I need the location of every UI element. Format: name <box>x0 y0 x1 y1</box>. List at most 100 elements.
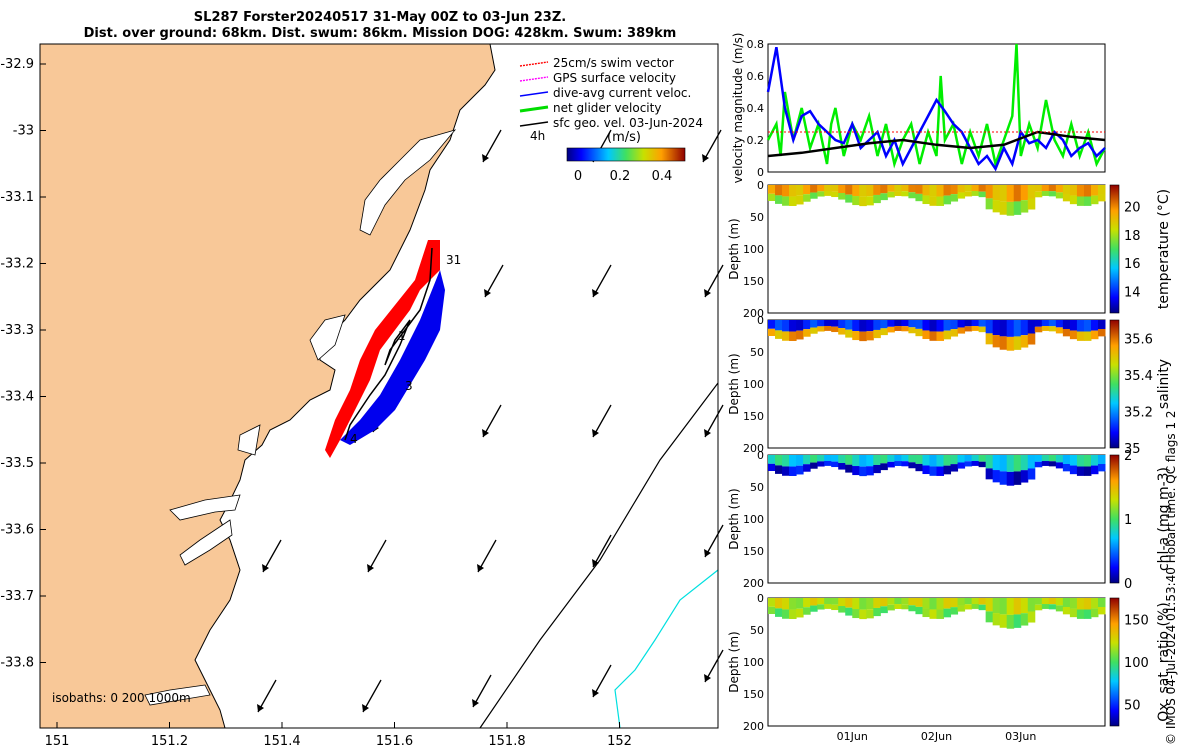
heatmap-cell <box>1013 471 1022 485</box>
heatmap-cell <box>775 185 783 196</box>
colorbar-tick: 100 <box>1124 656 1149 671</box>
heatmap-cell <box>838 193 846 200</box>
heatmap-cell <box>1034 191 1043 198</box>
colorbar-tick: 150 <box>1124 613 1149 628</box>
heatmap-cell <box>852 331 860 341</box>
colorbar-unit-label: (m/s) <box>607 130 641 145</box>
heatmap-cell <box>1048 320 1057 327</box>
heatmap-cell <box>950 185 959 195</box>
geo-vector-head <box>367 564 374 572</box>
heatmap-cell <box>810 185 818 193</box>
heatmap-cell <box>789 331 797 341</box>
geo-vector-head <box>257 704 264 712</box>
heatmap-cell <box>803 194 811 202</box>
heatmap-cell <box>789 185 797 197</box>
heatmap-cell <box>1069 320 1078 331</box>
heatmap-cell <box>985 185 994 199</box>
heatmap-cell <box>824 320 832 326</box>
isobath-1000m <box>479 382 719 729</box>
velocity-y-label: velocity magnitude (m/s) <box>731 33 745 184</box>
heatmap-cell <box>964 598 973 605</box>
heatmap-cell <box>838 455 846 464</box>
heatmap-cell <box>1069 465 1078 475</box>
depth-tick: 50 <box>750 211 764 224</box>
heatmap-cell <box>908 320 916 328</box>
colorbar-label: chl-a (mg m-3) <box>1156 467 1172 571</box>
heatmap-cell <box>901 461 909 467</box>
heatmap-cell <box>1048 598 1057 605</box>
heatmap-cell <box>1062 320 1071 329</box>
heatmap-cell <box>789 466 797 476</box>
heatmap-cell <box>999 598 1008 615</box>
heatmap-cell <box>852 196 860 206</box>
heatmap-cell <box>887 598 895 605</box>
heatmap-cell <box>824 325 832 331</box>
heatmap-cell <box>901 455 909 462</box>
heatmap-cell <box>845 607 853 616</box>
heatmap-cell <box>1020 455 1029 471</box>
day-label-4: 4 <box>350 432 358 446</box>
heatmap-cell <box>873 329 881 339</box>
heatmap-cell <box>894 320 902 327</box>
heatmap-cell <box>1034 604 1043 611</box>
legend-swatch <box>519 91 549 97</box>
heatmap-cell <box>1090 608 1099 618</box>
heatmap-cell <box>1097 464 1106 472</box>
heatmap-cell <box>992 320 1001 336</box>
heatmap-cell <box>1083 196 1092 206</box>
heatmap-cell <box>1069 185 1078 196</box>
heatmap-cell <box>1020 335 1029 348</box>
heatmap-cell <box>1027 333 1036 345</box>
lon-tick-label: 152 <box>607 734 632 749</box>
lon-tick-label: 151.2 <box>151 734 188 749</box>
heatmap-cell <box>817 320 825 327</box>
geo-vector-head <box>592 559 599 567</box>
depth-tick: 200 <box>743 442 764 455</box>
heatmap-cell <box>866 196 874 206</box>
heatmap-cell <box>1006 185 1015 202</box>
heatmap-cell <box>845 455 853 465</box>
heatmap-cell <box>915 193 923 202</box>
heatmap-cell <box>1062 185 1071 194</box>
map-colorbar-ticks: 0 0.2 0.4 <box>574 169 672 184</box>
heatmap-cell <box>768 455 776 464</box>
velocity-series-line <box>767 130 1106 158</box>
heatmap-cell <box>936 598 945 610</box>
heatmap-cell <box>1027 320 1036 334</box>
heatmap-cell <box>950 329 959 337</box>
heatmap-cell <box>866 455 874 467</box>
velocity-y-tick: 0.2 <box>747 134 765 147</box>
heatmap-cell <box>915 328 923 337</box>
heatmap-cell <box>1041 191 1050 196</box>
heatmap-cell <box>1034 185 1043 192</box>
heatmap-cell <box>1083 185 1092 197</box>
heatmap-cell <box>936 320 945 332</box>
heatmap-cell <box>810 192 818 199</box>
depth-axis-label: Depth (m) <box>727 488 741 549</box>
heatmap-cell <box>852 598 860 610</box>
heatmap-cell <box>908 598 916 606</box>
heatmap-cell <box>1097 320 1106 330</box>
time-label: 4h <box>530 129 545 143</box>
depth-tick: 50 <box>750 346 764 359</box>
heatmap-cell <box>1076 331 1085 341</box>
heatmap-cell <box>915 185 923 194</box>
heatmap-plot-area <box>767 319 1106 449</box>
heatmap-cell <box>908 605 916 612</box>
depth-tick: 0 <box>757 314 764 327</box>
heatmap-cell <box>1027 198 1036 210</box>
heatmap-cell <box>810 605 818 612</box>
geo-vector-head <box>592 689 599 697</box>
heatmap-cell <box>1020 598 1029 614</box>
lat-tick-label: -33.3 <box>0 323 34 338</box>
colorbar-label: Ox. sat. ratio (%) <box>1156 602 1172 721</box>
heatmap-cell <box>1041 185 1050 192</box>
heatmap-cell <box>1034 598 1043 605</box>
heatmap-cell <box>1020 320 1029 336</box>
heatmap-cell <box>971 326 980 331</box>
heatmap-cell <box>796 608 804 618</box>
heatmap-cell <box>894 455 902 462</box>
heatmap-cell <box>887 455 895 462</box>
heatmap-cell <box>1076 185 1085 197</box>
